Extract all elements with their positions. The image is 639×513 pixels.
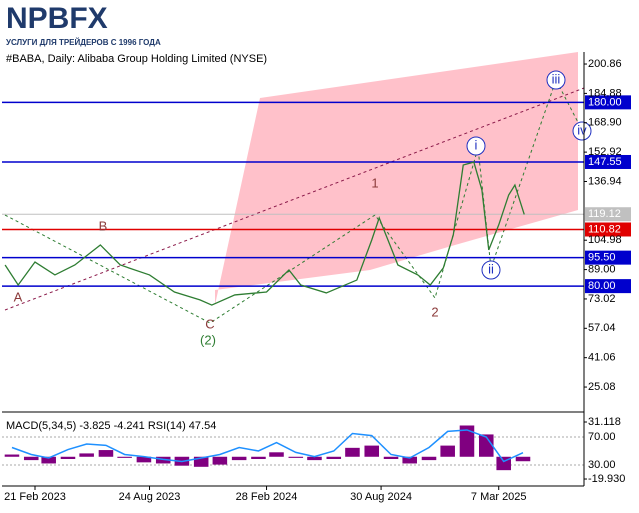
wave-label: iii <box>552 71 561 86</box>
channel <box>215 52 578 305</box>
chart-title: #BABA, Daily: Alibaba Group Holding Limi… <box>6 53 267 65</box>
level-label: 80.00 <box>588 280 616 292</box>
wave-label: 2 <box>431 304 438 319</box>
macd-bar <box>212 456 228 465</box>
macd-bar <box>288 456 304 458</box>
price-line <box>4 161 525 306</box>
macd-bar <box>117 456 132 458</box>
y-tick-label: 136.94 <box>588 175 622 187</box>
macd-bar <box>478 434 494 457</box>
macd-bar <box>515 456 531 462</box>
wave-label: C <box>205 316 214 331</box>
wave-path <box>4 78 583 324</box>
macd-bar <box>136 456 152 463</box>
y-tick-label: 89.00 <box>588 263 616 275</box>
level-label: 147.55 <box>588 156 622 168</box>
level-tag <box>585 279 631 294</box>
macd-bar <box>383 456 399 459</box>
macd-bar <box>231 456 247 461</box>
level-tag <box>585 154 631 169</box>
macd-bar <box>60 456 76 459</box>
wave-label: A <box>14 289 23 304</box>
y-tick-label: 41.06 <box>588 352 616 364</box>
macd-bar <box>98 450 114 457</box>
macd-bar <box>440 445 455 457</box>
level-label: 95.50 <box>588 252 616 264</box>
y-tick-label: 25.08 <box>588 381 616 393</box>
macd-bar <box>421 456 437 461</box>
macd-bar <box>307 456 322 461</box>
y-tick-label: 152.92 <box>588 146 622 158</box>
macd-bar <box>193 456 209 467</box>
macd-bar <box>345 447 360 457</box>
tagline: УСЛУГИ ДЛЯ ТРЕЙДЕРОВ С 1996 ГОДА <box>6 38 161 47</box>
wave-circle <box>481 260 501 280</box>
wave-label: iv <box>577 122 587 137</box>
y-tick-label: 200.86 <box>588 58 622 70</box>
macd-bar <box>459 425 475 457</box>
x-tick-label: 30 Aug 2024 <box>350 491 412 503</box>
wave-label: (2) <box>200 332 216 347</box>
macd-bar <box>251 456 266 459</box>
y-tick-label: 168.90 <box>588 117 622 129</box>
y-tick-label: 73.02 <box>588 293 616 305</box>
macd-bar <box>79 453 94 457</box>
y-tick-label: 31.118 <box>588 416 621 428</box>
wave-label: ii <box>488 261 494 276</box>
logo: NPBFX <box>6 2 108 35</box>
macd-bar <box>269 452 284 457</box>
macd-bar <box>41 456 56 464</box>
x-tick-label: 28 Feb 2024 <box>236 491 298 503</box>
macd-bar <box>364 445 380 457</box>
x-tick-label: 21 Feb 2023 <box>4 491 66 503</box>
x-tick-label: 7 Mar 2025 <box>471 491 527 503</box>
y2-tick-label: 30.00 <box>588 459 616 471</box>
wave-label: i <box>475 137 478 152</box>
wave-circle <box>572 121 592 141</box>
macd-bar <box>402 456 417 464</box>
y-tick-label: 57.04 <box>588 322 616 334</box>
wave-circle <box>466 136 486 156</box>
indicator-title: MACD(5,34,5) -3.825 -4.241 RSI(14) 47.54 <box>6 420 216 432</box>
wave-circle <box>546 70 566 90</box>
last-price-label: 119.12 <box>588 208 621 220</box>
y-tick-label: 184.88 <box>588 87 622 99</box>
rsi-line <box>11 429 524 463</box>
y-tick-label: -19.930 <box>588 473 625 485</box>
macd-bar <box>23 456 39 461</box>
last-price-tag <box>585 207 631 222</box>
level-label: 110.82 <box>588 223 621 235</box>
level-tag <box>585 222 631 237</box>
level-label: 180.00 <box>588 96 622 108</box>
wave-label: B <box>99 218 108 233</box>
trend-line <box>4 87 585 311</box>
y2-tick-label: 70.00 <box>588 431 616 443</box>
level-tag <box>585 250 631 265</box>
macd-bar <box>326 456 342 459</box>
y-tick-label: 104.98 <box>588 234 622 246</box>
wave-label: 1 <box>371 175 378 190</box>
x-tick-label: 24 Aug 2023 <box>119 491 181 503</box>
level-tag <box>585 95 631 110</box>
macd-bar <box>4 454 20 457</box>
